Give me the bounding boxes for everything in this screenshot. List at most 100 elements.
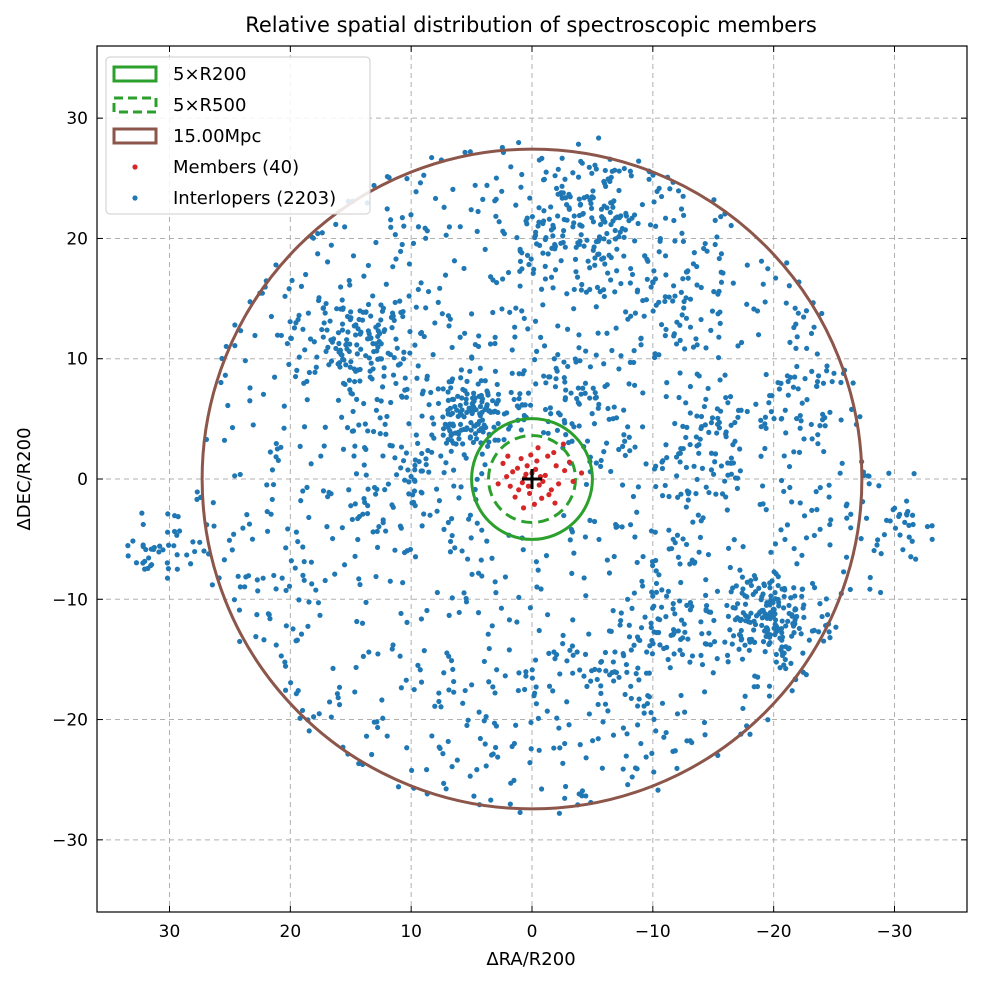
interloper-point [730, 585, 736, 591]
interloper-point [472, 182, 478, 188]
interloper-point [690, 344, 697, 350]
interloper-point [440, 414, 446, 420]
interloper-point [571, 424, 577, 430]
interloper-point [672, 293, 678, 299]
interloper-point [570, 652, 576, 658]
interloper-point [635, 220, 641, 227]
interloper-point [897, 511, 903, 517]
interloper-point [490, 309, 496, 316]
interloper-point [606, 416, 612, 422]
interloper-point [374, 348, 380, 354]
interloper-point [221, 557, 227, 563]
interloper-point [863, 515, 870, 521]
interloper-point [360, 653, 366, 659]
interloper-point [797, 425, 803, 431]
interloper-point [488, 752, 495, 758]
interloper-point [866, 473, 872, 479]
interloper-point [324, 524, 330, 530]
interloper-point [680, 423, 686, 429]
interloper-point [513, 202, 519, 208]
interloper-point [589, 215, 595, 221]
interloper-point [461, 265, 467, 272]
interloper-point [452, 545, 458, 551]
interloper-point [808, 330, 815, 337]
interloper-point [252, 332, 258, 339]
interloper-point [492, 334, 498, 340]
interloper-point [562, 395, 569, 401]
interloper-point [799, 593, 805, 599]
interloper-point [164, 560, 170, 566]
interloper-point [610, 608, 616, 614]
interloper-point [421, 648, 427, 654]
interloper-point [772, 590, 778, 596]
interloper-point [619, 524, 625, 530]
interloper-point [644, 649, 650, 655]
interloper-point [711, 617, 717, 624]
interloper-point [817, 423, 823, 429]
interloper-point [304, 484, 310, 490]
interloper-point [543, 380, 549, 386]
interloper-point [493, 175, 499, 181]
interloper-point [419, 468, 425, 474]
interloper-point [475, 381, 481, 387]
interloper-point [449, 764, 455, 770]
interloper-point [505, 269, 512, 276]
interloper-point [781, 453, 787, 459]
interloper-point [429, 154, 435, 161]
interloper-point [457, 421, 464, 428]
interloper-point [612, 649, 618, 655]
interloper-point [598, 690, 604, 696]
interloper-point [237, 584, 243, 590]
interloper-point [890, 507, 896, 513]
interloper-point [797, 500, 803, 506]
interloper-point [799, 400, 805, 406]
interloper-point [426, 402, 432, 408]
interloper-point [505, 426, 512, 432]
interloper-point [140, 521, 146, 528]
interloper-point [590, 738, 596, 744]
interloper-point [481, 658, 487, 665]
interloper-point [274, 446, 280, 452]
interloper-point [494, 667, 500, 673]
interloper-point [638, 740, 644, 747]
interloper-point [738, 637, 744, 643]
interloper-point [794, 613, 800, 620]
interloper-point [706, 489, 712, 496]
interloper-point [904, 498, 910, 504]
interloper-point [703, 592, 709, 598]
interloper-point [242, 358, 248, 364]
interloper-point [595, 405, 601, 411]
interloper-point [348, 503, 354, 509]
interloper-point [634, 509, 640, 515]
interloper-point [475, 610, 482, 616]
interloper-point [546, 650, 552, 656]
interloper-point [587, 197, 593, 203]
interloper-point [681, 621, 687, 627]
member-point [504, 473, 510, 480]
interloper-point [507, 309, 513, 315]
interloper-point [482, 424, 488, 431]
interloper-point [237, 471, 243, 478]
interloper-point [620, 443, 626, 449]
interloper-point [368, 335, 374, 341]
interloper-point [458, 367, 464, 373]
interloper-point [457, 402, 463, 408]
y-axis-label: ΔDEC/R200 [14, 427, 35, 530]
interloper-point [771, 416, 777, 422]
interloper-point [744, 262, 750, 268]
interloper-point [735, 414, 741, 420]
interloper-point [670, 298, 676, 304]
interloper-point [618, 353, 624, 359]
interloper-point [125, 543, 131, 549]
member-point [519, 480, 525, 486]
interloper-point [680, 238, 687, 245]
interloper-point [559, 183, 565, 189]
legend-box [105, 56, 371, 215]
interloper-point [457, 224, 463, 230]
interloper-point [308, 559, 315, 565]
interloper-point [401, 549, 408, 556]
interloper-point [592, 390, 598, 396]
interloper-point [679, 312, 685, 318]
interloper-point [611, 404, 617, 410]
interloper-point [334, 691, 340, 697]
